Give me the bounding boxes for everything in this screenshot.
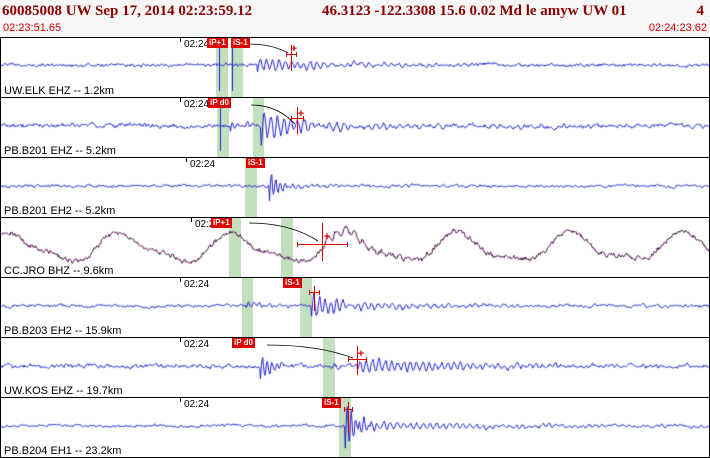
pick-error-bar-end [366, 357, 367, 362]
waveform-trace[interactable] [1, 338, 709, 397]
traces-panel: 02:24 UW.ELK EHZ -- 1.2km iP+1 iS-1 + 02:2… [0, 37, 710, 458]
pick-error-bar-end [344, 407, 345, 412]
window-end-time: 02:24:23.62 [648, 22, 707, 34]
waveform-trace[interactable] [1, 278, 709, 337]
station-label: PB.B201 EH2 -- 5.2km [4, 205, 116, 217]
phase-pick-flag[interactable]: iP d0 [232, 338, 255, 348]
pick-error-bar [344, 409, 353, 410]
pick-cross-mark: + [297, 108, 305, 120]
station-label: UW.ELK EHZ -- 1.2km [4, 85, 115, 97]
time-window-bar: 02:23:51.65 02:24:23.62 [0, 22, 710, 37]
time-tick-label: 02:24 [184, 399, 210, 410]
waveform-trace[interactable] [1, 218, 709, 277]
pick-time-marker[interactable] [297, 107, 298, 134]
pick-error-bar-end [309, 290, 310, 295]
phase-pick-flag[interactable]: iS-1 [231, 38, 250, 48]
phase-pick-flag[interactable]: iS-1 [246, 158, 265, 168]
pick-error-bar-end [348, 357, 349, 362]
time-tick-label: 02:24 [184, 279, 210, 290]
trace-row[interactable]: 02:24 PB.B204 EH1 -- 23.2km iS-1 [1, 398, 709, 458]
pick-error-bar [297, 244, 348, 245]
minute-tick-mark [191, 218, 192, 222]
pick-time-marker[interactable] [314, 286, 315, 311]
pick-time-marker[interactable] [291, 45, 292, 71]
phase-pick-flag[interactable]: iS-1 [322, 398, 341, 408]
pick-error-bar [348, 359, 367, 360]
time-tick-label: 02:24 [184, 339, 210, 350]
pick-error-bar-end [319, 290, 320, 295]
pick-time-marker[interactable] [348, 402, 349, 434]
phase-pick-flag[interactable]: iP+1 [211, 218, 232, 228]
trace-row[interactable]: 02:24 PB.B201 EH2 -- 5.2km iS-1 [1, 158, 709, 218]
waveform-trace[interactable] [1, 158, 709, 217]
minute-tick-mark [180, 38, 181, 42]
pick-error-bar-end [303, 116, 304, 121]
pick-error-bar [291, 118, 304, 119]
time-tick-label: 02:24 [190, 159, 216, 170]
event-location-magnitude: 46.3123 -122.3308 15.6 0.02 Md le amyw U… [321, 2, 627, 19]
pick-cross-mark: + [357, 348, 365, 360]
pick-time-marker[interactable] [322, 223, 323, 261]
waveform-trace[interactable] [1, 98, 709, 157]
waveform-trace[interactable] [1, 398, 709, 457]
minute-tick-mark [180, 98, 181, 102]
event-count: 4 [696, 2, 705, 19]
station-label: PB.B203 EH2 -- 15.9km [4, 325, 122, 337]
window-start-time: 02:23:51.65 [3, 22, 62, 34]
station-label: UW.KOS EHZ -- 19.7km [4, 385, 123, 397]
waveform-trace[interactable] [1, 38, 709, 97]
time-tick-label: 02:24 [195, 219, 221, 230]
trace-row[interactable]: 02:24 PB.B203 EH2 -- 15.9km iS-1 [1, 278, 709, 338]
minute-tick-mark [186, 158, 187, 162]
phase-pick-flag[interactable]: iP+1 [207, 38, 228, 48]
trace-row[interactable]: 02:24 CC.JRO BHZ -- 9.6km iP+1 + [1, 218, 709, 278]
trace-row[interactable]: 02:24 UW.ELK EHZ -- 1.2km iP+1 iS-1 + [1, 38, 709, 98]
minute-tick-mark [180, 278, 181, 282]
station-label: PB.B201 EHZ -- 5.2km [4, 145, 116, 157]
event-header-bar: 60085008 UW Sep 17, 2014 02:23:59.12 46.… [0, 0, 710, 22]
minute-tick-mark [180, 338, 181, 342]
phase-pick-flag[interactable]: iP d0 [208, 98, 231, 108]
pick-error-bar-end [352, 407, 353, 412]
pick-cross-mark: + [290, 43, 298, 55]
event-id-datetime: 60085008 UW Sep 17, 2014 02:23:59.12 [2, 2, 253, 19]
time-tick-label: 02:24 [184, 39, 210, 50]
trace-row[interactable]: 02:24 PB.B201 EHZ -- 5.2km iP d0 + [1, 98, 709, 158]
time-tick-label: 02:24 [184, 99, 210, 110]
station-label: CC.JRO BHZ -- 9.6km [4, 265, 114, 277]
minute-tick-mark [180, 398, 181, 402]
pick-error-bar-end [296, 52, 297, 57]
pick-error-bar-end [347, 242, 348, 247]
pick-error-bar-end [286, 52, 287, 57]
pick-error-bar [286, 54, 297, 55]
pick-time-marker[interactable] [357, 346, 358, 375]
pick-error-bar-end [291, 116, 292, 121]
trace-row[interactable]: 02:24 UW.KOS EHZ -- 19.7km iP d0 + [1, 338, 709, 398]
station-label: PB.B204 EH1 -- 23.2km [4, 445, 122, 457]
pick-error-bar [309, 292, 320, 293]
pick-error-bar-end [297, 242, 298, 247]
phase-pick-flag[interactable]: iS-1 [283, 278, 302, 288]
pick-cross-mark: + [323, 231, 331, 243]
